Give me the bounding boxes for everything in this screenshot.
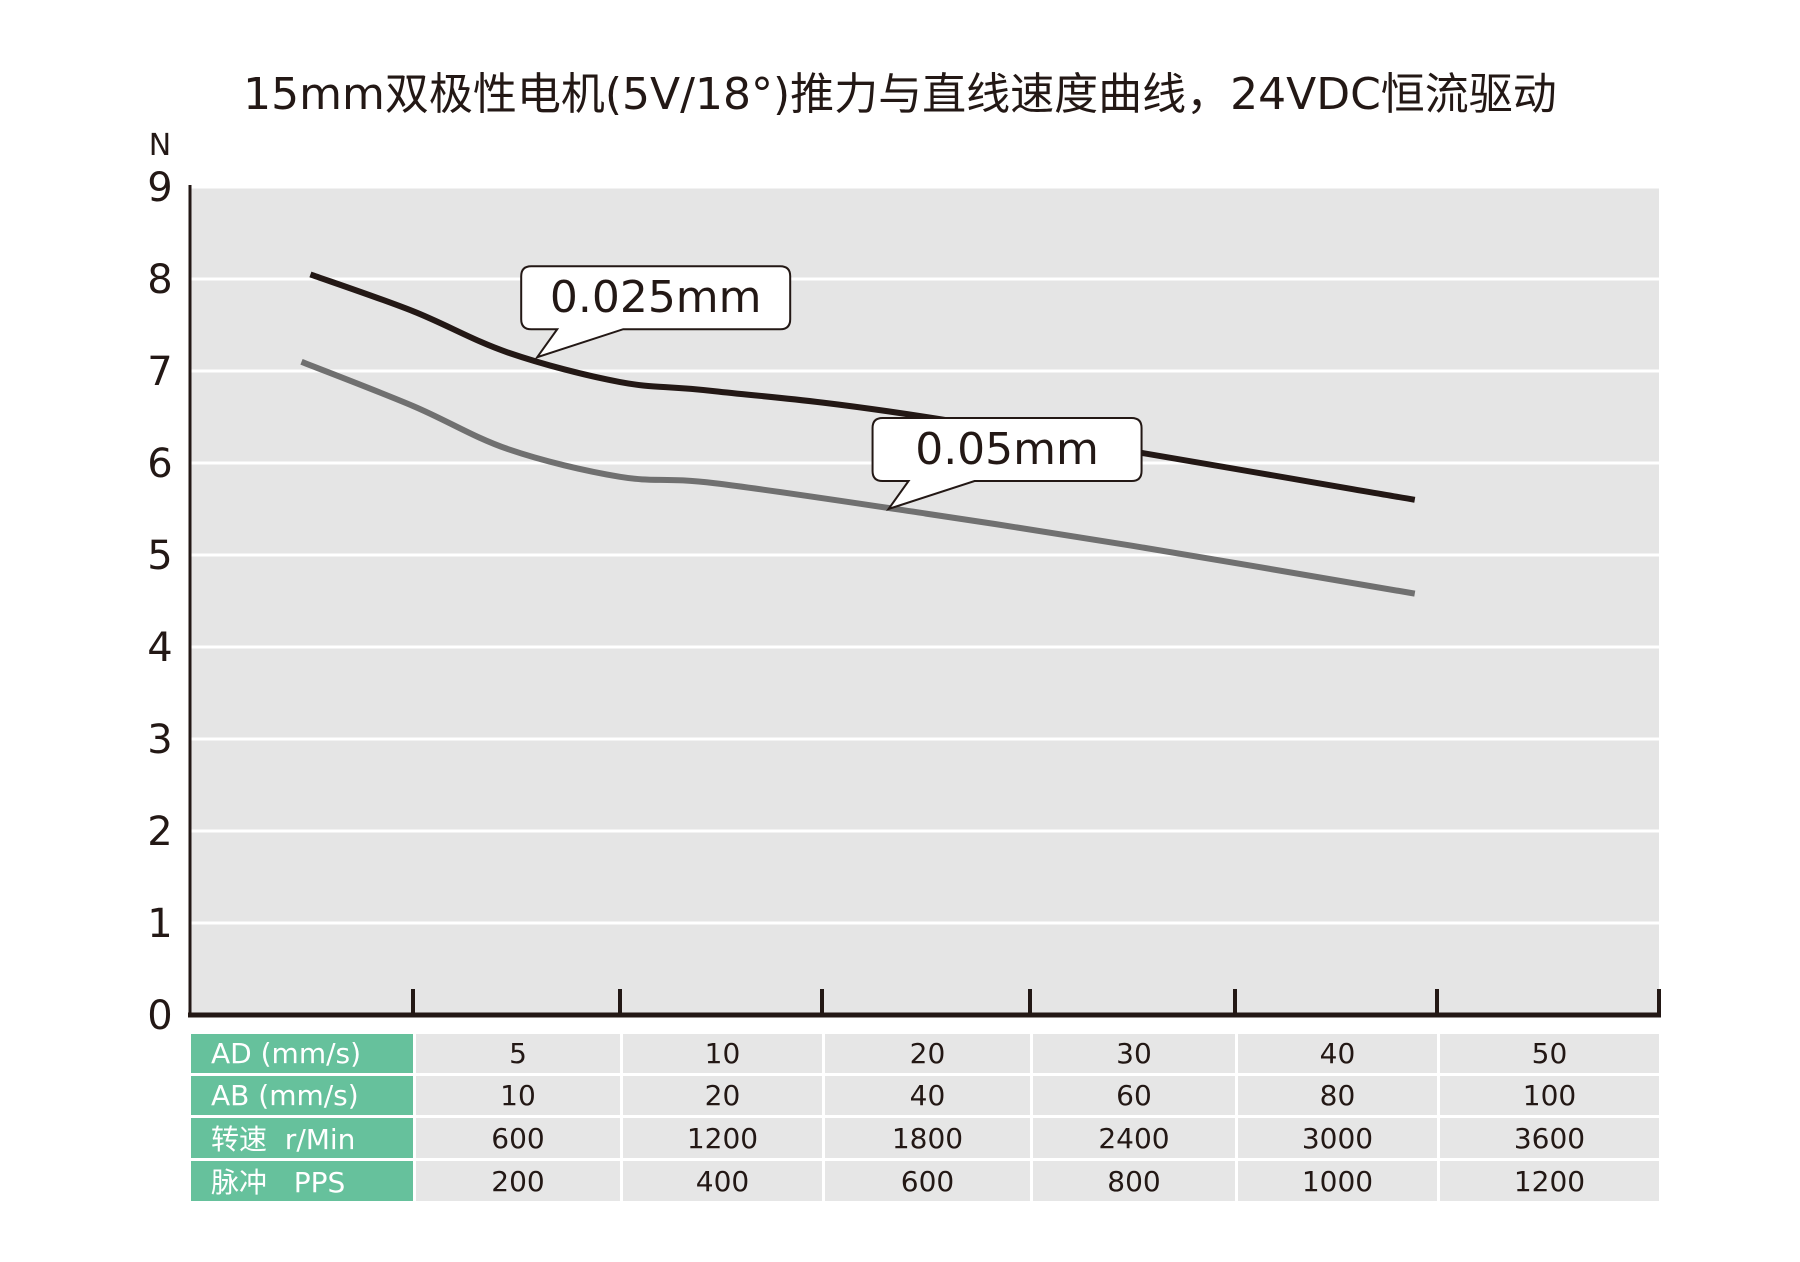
table-cell: 60: [1030, 1073, 1238, 1118]
row-label: AB (mm/s): [188, 1073, 416, 1118]
row-label: AD (mm/s): [188, 1031, 416, 1076]
table-cell: 50: [1437, 1031, 1662, 1076]
table-cell: 3600: [1437, 1115, 1662, 1161]
table-cell: 1200: [1437, 1158, 1662, 1204]
table-row: AD (mm/s) 5 10 20 30 40 50: [188, 1031, 1662, 1076]
table-cell: 30: [1030, 1031, 1238, 1076]
table-cell: 800: [1030, 1158, 1238, 1204]
table-cell: 40: [1235, 1031, 1440, 1076]
series-line-0.05mm: [300, 359, 1416, 597]
table-cell: 80: [1235, 1073, 1440, 1118]
table-cell: 400: [620, 1158, 825, 1204]
y-tick-label: 3: [147, 717, 172, 763]
callout-label: 0.05mm: [915, 424, 1099, 475]
table-cell: 1000: [1235, 1158, 1440, 1204]
table-cell: 3000: [1235, 1115, 1440, 1161]
y-tick-label: 6: [147, 441, 172, 487]
y-tick-label: 2: [147, 809, 172, 855]
callout-box: [871, 417, 1143, 511]
y-tick-label: 1: [147, 901, 172, 947]
table-cell: 1200: [620, 1115, 825, 1161]
table-cell: 5: [413, 1031, 623, 1076]
y-tick-label: 0: [147, 993, 172, 1039]
row-label: 脉冲 PPS: [188, 1158, 416, 1204]
callout-box: [520, 265, 792, 360]
table-cell: 10: [413, 1073, 623, 1118]
chart-title: 15mm双极性电机(5V/18°)推力与直线速度曲线，24VDC恒流驱动: [243, 69, 1557, 120]
table-row: 转速 r/Min 600 1200 1800 2400 3000 3600: [188, 1115, 1662, 1161]
table-cell: 1800: [822, 1115, 1033, 1161]
y-tick-label: 9: [147, 165, 172, 211]
table-cell: 100: [1437, 1073, 1662, 1118]
table-cell: 600: [822, 1158, 1033, 1204]
table-cell: 600: [413, 1115, 623, 1161]
table-row: AB (mm/s) 10 20 40 60 80 100: [188, 1073, 1662, 1118]
table-cell: 10: [620, 1031, 825, 1076]
row-label: 转速 r/Min: [188, 1115, 416, 1161]
table-cell: 40: [822, 1073, 1033, 1118]
plot-area: [190, 187, 1659, 1015]
y-tick-label: 7: [147, 349, 172, 395]
y-tick-label: 8: [147, 257, 172, 303]
table-cell: 2400: [1030, 1115, 1238, 1161]
callout-label: 0.025mm: [550, 272, 762, 323]
table-cell: 20: [822, 1031, 1033, 1076]
y-axis-label: N: [149, 128, 171, 163]
table-row: 脉冲 PPS 200 400 600 800 1000 1200: [188, 1158, 1662, 1204]
table-cell: 20: [620, 1073, 825, 1118]
y-tick-label: 4: [147, 625, 172, 671]
table-cell: 200: [413, 1158, 623, 1204]
speed-table: AD (mm/s) 5 10 20 30 40 50 AB (mm/s) 10 20 40 60 80 1…: [188, 1031, 1662, 1204]
y-tick-label: 5: [147, 533, 172, 579]
